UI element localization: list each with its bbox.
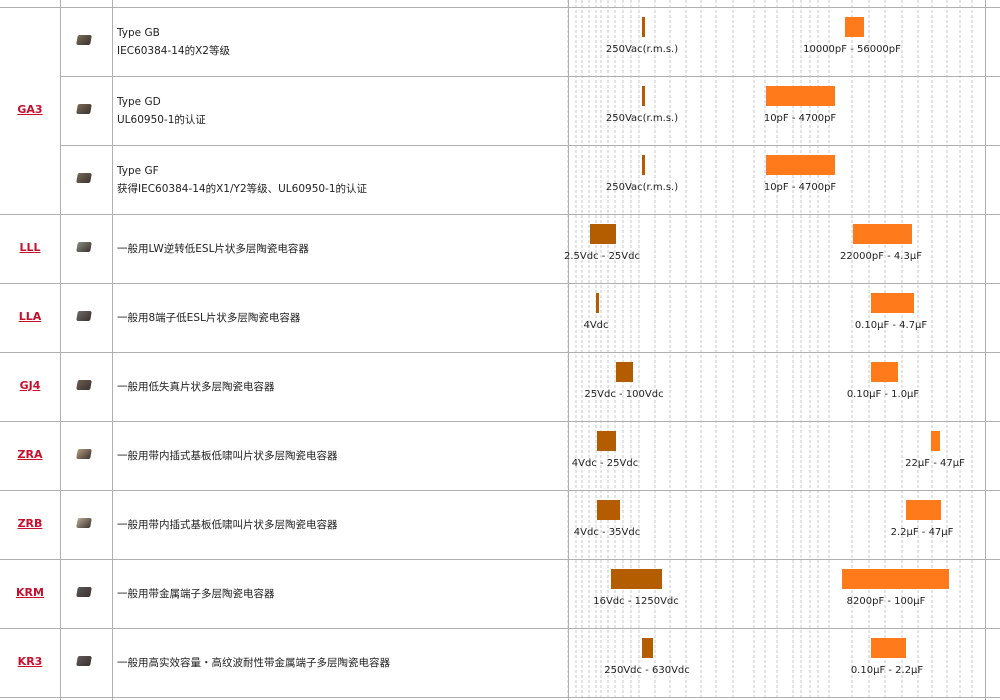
- description-line: 一般用带金属端子多层陶瓷电容器: [117, 587, 275, 600]
- capacitance-range-label: 10000pF - 56000pF: [803, 44, 901, 55]
- capacitor-chip-icon: [76, 103, 92, 114]
- series-link-ga3[interactable]: GA3: [17, 102, 43, 116]
- description-line: 一般用8端子低ESL片状多层陶瓷电容器: [117, 311, 301, 324]
- capacitance-range-label: 0.10μF - 2.2μF: [850, 665, 924, 676]
- voltage-range-bar: [642, 86, 645, 106]
- capacitance-range-bar: [906, 500, 941, 520]
- voltage-range-bar: [596, 293, 599, 313]
- capacitor-chip-icon: [76, 172, 92, 183]
- capacitance-range-label: 22μF - 47μF: [905, 458, 965, 469]
- voltage-range-label: 250Vdc - 630Vdc: [604, 665, 690, 676]
- capacitor-chip-icon: [76, 310, 92, 321]
- product-description: 一般用LW逆转低ESL片状多层陶瓷电容器: [117, 240, 309, 258]
- series-link-lla[interactable]: LLA: [18, 309, 42, 323]
- capacitance-range-bar: [842, 569, 949, 589]
- capacitance-range-bar: [871, 293, 914, 313]
- product-description: Type GD UL60950-1的认证: [117, 93, 206, 129]
- table-row: LLL 一般用LW逆转低ESL片状多层陶瓷电容器 2.5Vdc - 25Vdc 220…: [0, 214, 1000, 283]
- series-link-zra[interactable]: ZRA: [17, 447, 43, 461]
- voltage-range-label: 4Vdc - 25Vdc: [571, 458, 639, 469]
- description-line: Type GD: [117, 95, 161, 108]
- description-line: 一般用高实效容量・高纹波耐性带金属端子多层陶瓷电容器: [117, 656, 390, 669]
- table-row: LLA 一般用8端子低ESL片状多层陶瓷电容器 4Vdc 0.10μF - 4.7μF: [0, 283, 1000, 352]
- capacitance-range-label: 0.10μF - 4.7μF: [854, 320, 928, 331]
- product-description: 一般用低失真片状多层陶瓷电容器: [117, 378, 275, 396]
- table-row: KRM 一般用带金属端子多层陶瓷电容器 16Vdc - 1250Vdc 8200pF …: [0, 559, 1000, 628]
- voltage-range-bar: [590, 224, 616, 244]
- capacitor-chip-icon: [76, 586, 92, 597]
- capacitor-chip-icon: [76, 655, 92, 666]
- capacitance-range-bar: [931, 431, 940, 451]
- voltage-range-label: 2.5Vdc - 25Vdc: [564, 251, 640, 262]
- capacitance-range-bar: [871, 362, 898, 382]
- series-link-lll[interactable]: LLL: [19, 240, 41, 254]
- voltage-range-label: 4Vdc - 35Vdc: [573, 527, 641, 538]
- voltage-range-bar: [616, 362, 633, 382]
- voltage-range-bar: [642, 155, 645, 175]
- capacitance-range-bar: [845, 17, 864, 37]
- product-description: Type GF 获得IEC60384-14的X1/Y2等级、UL60950-1的认…: [117, 162, 367, 198]
- description-line: 获得IEC60384-14的X1/Y2等级、UL60950-1的认证: [117, 182, 368, 195]
- table-row: Type GB IEC60384-14的X2等级 250Vac(r.m.s.) 100…: [0, 7, 1000, 76]
- capacitor-chip-icon: [76, 241, 92, 252]
- description-line: Type GF: [117, 164, 159, 177]
- voltage-range-bar: [611, 569, 662, 589]
- description-line: 一般用带内插式基板低啸叫片状多层陶瓷电容器: [117, 518, 338, 531]
- capacitance-range-label: 0.10μF - 1.0μF: [846, 389, 920, 400]
- capacitor-chip-icon: [76, 517, 92, 528]
- product-description: 一般用高实效容量・高纹波耐性带金属端子多层陶瓷电容器: [117, 654, 390, 672]
- capacitance-range-label: 10pF - 4700pF: [763, 113, 837, 124]
- table-row: Type GF 获得IEC60384-14的X1/Y2等级、UL60950-1的认…: [0, 145, 1000, 214]
- series-link-kr3[interactable]: KR3: [17, 654, 43, 668]
- voltage-range-bar: [597, 500, 620, 520]
- table-row: GJ4 一般用低失真片状多层陶瓷电容器 25Vdc - 100Vdc 0.10μF -…: [0, 352, 1000, 421]
- capacitor-chip-icon: [76, 34, 92, 45]
- voltage-range-bar: [642, 638, 653, 658]
- capacitance-range-bar: [766, 155, 835, 175]
- product-description: 一般用带金属端子多层陶瓷电容器: [117, 585, 275, 603]
- table-row: ZRA 一般用带内插式基板低啸叫片状多层陶瓷电容器 4Vdc - 25Vdc 22μF…: [0, 421, 1000, 490]
- voltage-range-label: 250Vac(r.m.s.): [605, 113, 679, 124]
- voltage-range-label: 250Vac(r.m.s.): [605, 44, 679, 55]
- capacitor-chip-icon: [76, 448, 92, 459]
- series-link-krm[interactable]: KRM: [16, 585, 44, 599]
- table-row: ZRB 一般用带内插式基板低啸叫片状多层陶瓷电容器 4Vdc - 35Vdc 2.2μ…: [0, 490, 1000, 559]
- product-description: Type GB IEC60384-14的X2等级: [117, 24, 230, 60]
- series-link-gj4[interactable]: GJ4: [19, 378, 41, 392]
- capacitor-chip-icon: [76, 379, 92, 390]
- voltage-range-label: 250Vac(r.m.s.): [605, 182, 679, 193]
- voltage-range-label: 16Vdc - 1250Vdc: [593, 596, 679, 607]
- voltage-range-bar: [642, 17, 645, 37]
- capacitance-range-bar: [853, 224, 912, 244]
- capacitance-range-label: 10pF - 4700pF: [763, 182, 837, 193]
- capacitance-range-label: 22000pF - 4.3μF: [840, 251, 922, 262]
- voltage-range-label: 4Vdc: [583, 320, 609, 331]
- table-row: KR3 一般用高实效容量・高纹波耐性带金属端子多层陶瓷电容器 250Vdc - 63…: [0, 628, 1000, 697]
- description-line: Type GB: [117, 26, 160, 39]
- series-link-zrb[interactable]: ZRB: [17, 516, 43, 530]
- description-line: 一般用低失真片状多层陶瓷电容器: [117, 380, 275, 393]
- table-row: GA3 Type GD UL60950-1的认证 250Vac(r.m.s.) 10pF…: [0, 76, 1000, 145]
- product-description: 一般用带内插式基板低啸叫片状多层陶瓷电容器: [117, 516, 338, 534]
- product-description: 一般用带内插式基板低啸叫片状多层陶瓷电容器: [117, 447, 338, 465]
- capacitance-range-bar: [766, 86, 835, 106]
- capacitance-range-bar: [871, 638, 906, 658]
- voltage-range-label: 25Vdc - 100Vdc: [584, 389, 664, 400]
- description-line: IEC60384-14的X2等级: [117, 44, 230, 57]
- product-description: 一般用8端子低ESL片状多层陶瓷电容器: [117, 309, 300, 327]
- capacitance-range-label: 2.2μF - 47μF: [890, 527, 954, 538]
- description-line: 一般用带内插式基板低啸叫片状多层陶瓷电容器: [117, 449, 338, 462]
- description-line: UL60950-1的认证: [117, 113, 206, 126]
- voltage-range-bar: [597, 431, 616, 451]
- description-line: 一般用LW逆转低ESL片状多层陶瓷电容器: [117, 242, 309, 255]
- capacitance-range-label: 8200pF - 100μF: [846, 596, 926, 607]
